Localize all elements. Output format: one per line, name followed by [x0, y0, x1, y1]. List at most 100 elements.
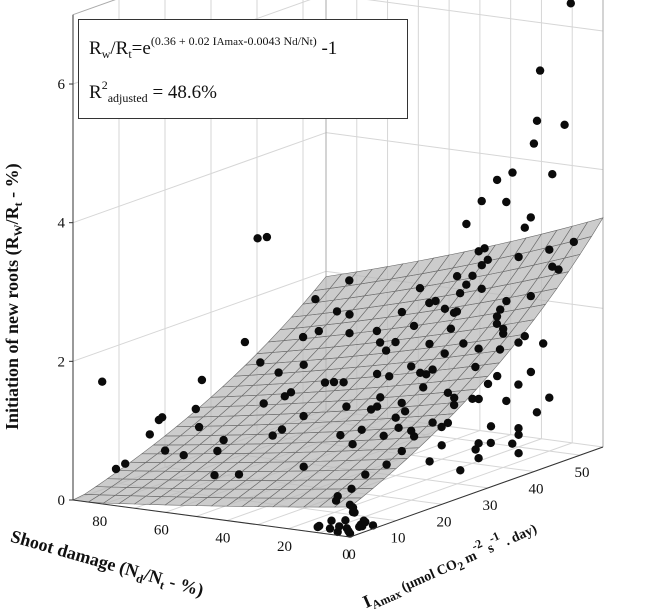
data-point [532, 408, 542, 417]
data-point [520, 223, 529, 232]
data-point [437, 422, 446, 432]
data-point [339, 378, 348, 387]
data-point [428, 365, 437, 374]
surface-cell [575, 217, 604, 241]
data-point [474, 454, 483, 463]
wall-gridline [72, 270, 327, 362]
data-point [320, 378, 330, 387]
data-point [535, 66, 545, 75]
damage-tick-label: 0 [342, 547, 350, 563]
data-point [375, 338, 385, 347]
data-point [566, 0, 575, 8]
data-point [407, 426, 416, 435]
data-point [486, 438, 495, 448]
data-point [342, 402, 351, 411]
data-point [425, 339, 434, 349]
data-point [347, 484, 356, 493]
iamax-tick-label: 10 [391, 531, 406, 547]
y-axis-label: Initiation of new roots (RW/Rt - %) [2, 163, 25, 430]
data-point [456, 466, 465, 475]
data-point [499, 324, 508, 333]
data-point [474, 394, 483, 404]
data-point [280, 392, 289, 401]
data-point [332, 307, 342, 316]
data-point [197, 375, 207, 385]
data-point [407, 362, 416, 371]
data-point [274, 368, 283, 377]
data-point [335, 522, 344, 531]
data-point [480, 244, 489, 253]
data-point [350, 508, 359, 517]
iamax-axis-line [349, 446, 604, 538]
data-point [179, 451, 188, 460]
data-point [483, 379, 493, 389]
data-point [502, 296, 511, 306]
iamax-tick-label: 50 [575, 465, 590, 481]
data-point [502, 396, 511, 406]
data-point [440, 304, 450, 313]
damage-tick-label: 40 [215, 531, 230, 547]
data-point [514, 449, 523, 458]
data-point [111, 464, 121, 474]
data-point [98, 377, 107, 386]
data-point [191, 404, 200, 414]
data-point [299, 411, 308, 421]
wall-gridline [325, 132, 604, 171]
damage-tick-label: 80 [92, 514, 107, 530]
data-point [496, 305, 505, 314]
data-point [474, 439, 483, 448]
data-point [327, 516, 336, 525]
data-point [344, 526, 353, 536]
data-point [502, 197, 511, 207]
data-point [495, 345, 505, 354]
data-point [382, 460, 391, 469]
data-point [194, 422, 204, 432]
data-point [415, 284, 425, 293]
equation-box: Rw/Rt=e(0.36 + 0.02 IAmax-0.0043 Nd/Nt) … [78, 19, 408, 119]
data-point [397, 446, 406, 456]
floor-gridline [288, 438, 542, 530]
data-point [331, 496, 341, 505]
data-point [468, 394, 477, 403]
data-point [492, 319, 502, 328]
data-point [391, 413, 400, 422]
data-point [311, 295, 320, 304]
damage-tick-label: 20 [277, 539, 292, 555]
data-point [391, 337, 400, 347]
data-point [514, 338, 523, 347]
data-point [341, 516, 350, 525]
data-point [471, 362, 480, 372]
data-point [376, 393, 385, 402]
z-tick-label: 0 [58, 493, 66, 509]
data-point [422, 370, 431, 379]
data-point [394, 423, 403, 432]
z-tick-label: 4 [58, 216, 66, 232]
data-point [372, 369, 382, 379]
data-point [452, 272, 462, 281]
data-point [425, 298, 434, 308]
data-point [545, 245, 554, 254]
damage-axis-line [72, 499, 351, 538]
data-point [210, 471, 219, 480]
data-point [366, 405, 376, 414]
data-point [345, 310, 354, 319]
data-point [299, 462, 308, 471]
data-point [400, 407, 410, 416]
data-point [431, 296, 440, 306]
z-tick-label: 6 [58, 77, 66, 93]
data-point [397, 307, 407, 317]
data-points [98, 0, 578, 538]
data-point [381, 346, 391, 355]
data-point [240, 337, 250, 347]
data-point [277, 425, 287, 434]
data-point [520, 332, 529, 341]
data-point [450, 393, 459, 402]
data-point [508, 168, 517, 177]
z-tick-label: 2 [58, 354, 66, 370]
data-point [368, 521, 378, 530]
wall-gridline [367, 0, 604, 32]
data-point [486, 422, 496, 431]
data-point [514, 380, 523, 389]
data-point [514, 430, 523, 439]
